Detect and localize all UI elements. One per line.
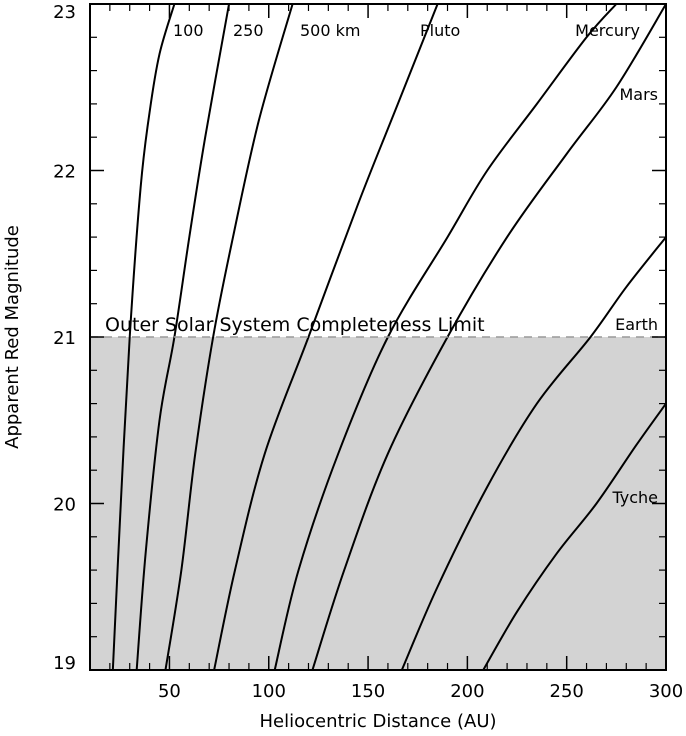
x-tick-label: 100 <box>252 681 286 702</box>
curve-label-earth: Earth <box>615 315 658 334</box>
shaded-region-below-limit <box>90 337 666 670</box>
y-tick-label: 21 <box>53 328 76 349</box>
x-tick-label: 150 <box>351 681 385 702</box>
y-tick-label: 23 <box>53 2 76 23</box>
completeness-limit-label: Outer Solar System Completeness Limit <box>105 314 485 336</box>
y-tick-label: 20 <box>53 495 76 516</box>
curve-label-mercury: Mercury <box>575 21 640 40</box>
curve-mercury <box>273 3 618 671</box>
y-tick-label: 19 <box>53 653 76 674</box>
curve-label-mars: Mars <box>619 85 658 104</box>
curve-earth <box>400 236 667 671</box>
x-tick-label: 50 <box>158 681 181 702</box>
curve-mars <box>311 3 667 671</box>
curve-label-250: 250 <box>233 21 264 40</box>
x-tick-label: 200 <box>450 681 484 702</box>
x-tick-label: 300 <box>649 681 683 702</box>
x-axis-title: Heliocentric Distance (AU) <box>259 711 496 732</box>
curve-label-pluto: Pluto <box>420 21 460 40</box>
curve-tyche <box>482 403 667 671</box>
curve-label-tyche: Tyche <box>611 488 658 507</box>
curve-pluto <box>213 3 439 671</box>
curve-100 <box>111 3 176 671</box>
curve-500-km <box>164 3 294 671</box>
y-tick-label: 22 <box>53 162 76 183</box>
curve-label-100: 100 <box>173 21 204 40</box>
x-tick-label: 250 <box>550 681 584 702</box>
curve-label-500-km: 500 km <box>300 21 360 40</box>
y-axis-title: Apparent Red Magnitude <box>2 225 23 449</box>
